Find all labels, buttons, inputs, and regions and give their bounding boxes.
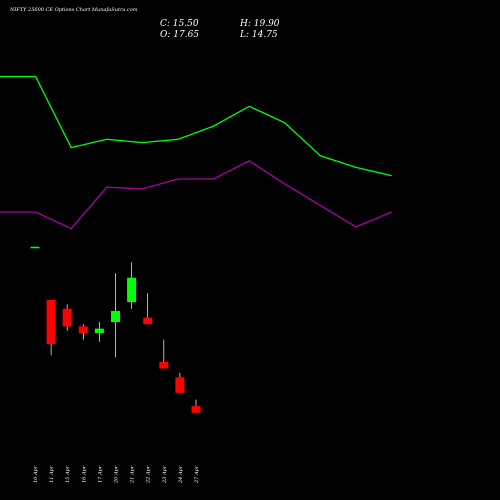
candles-group — [30, 246, 201, 413]
open-value: 17.65 — [173, 30, 199, 40]
x-tick-label: 27 Apr — [194, 465, 200, 484]
candle-body — [62, 308, 72, 327]
candle — [127, 262, 137, 309]
candle — [143, 293, 153, 325]
open-label: O: — [160, 30, 170, 40]
candle-body — [175, 377, 185, 393]
candle — [78, 324, 88, 340]
low-label: L: — [239, 30, 249, 40]
x-tick-label: 16 Apr — [81, 465, 87, 483]
svg-text:H: 19.90: H: 19.90 — [239, 19, 280, 29]
candle — [175, 372, 185, 393]
candle — [111, 273, 120, 358]
candle — [94, 322, 104, 342]
x-tick-label: 23 Apr — [162, 465, 168, 484]
candle-body — [30, 246, 40, 249]
candle — [30, 246, 40, 249]
candle-body — [191, 406, 201, 413]
x-axis-labels: 10 Apr 11 Apr 15 Apr 16 Apr 17 Apr 20 Apr 21 A… — [33, 465, 200, 484]
svg-text:C: 15.50: C: 15.50 — [160, 19, 199, 29]
candle-body — [94, 328, 104, 334]
candle — [191, 399, 201, 413]
high-value: 19.90 — [254, 19, 280, 29]
upper-band-line — [0, 75, 392, 177]
x-tick-label: 24 Apr — [178, 465, 184, 484]
x-tick-label: 10 Apr — [33, 465, 39, 483]
candle — [62, 304, 72, 331]
lower-band-line — [0, 160, 392, 230]
x-tick-label: 11 Apr — [49, 465, 55, 483]
candle — [159, 339, 169, 369]
chart-title: NIFTY 25600 CE Options Chart MunafaSutra… — [9, 7, 138, 13]
candle — [46, 299, 56, 356]
close-label: C: — [160, 19, 170, 29]
close-value: 15.50 — [173, 19, 199, 29]
candle-body — [143, 317, 153, 325]
x-tick-label: 15 Apr — [65, 465, 71, 483]
x-tick-label: 17 Apr — [97, 465, 103, 483]
svg-text:L: 14.75: L: 14.75 — [239, 30, 278, 40]
ohlc-readout: C: 15.50 H: 19.90 O: 17.65 L: 14.75 — [160, 19, 280, 40]
svg-text:O: 17.65: O: 17.65 — [160, 30, 199, 40]
candle-body — [159, 361, 169, 369]
low-value: 14.75 — [252, 30, 278, 40]
candle-body — [111, 310, 120, 322]
candle-body — [127, 277, 137, 303]
x-tick-label: 20 Apr — [114, 465, 120, 484]
x-tick-label: 21 Apr — [130, 465, 136, 484]
high-label: H: — [239, 19, 251, 29]
candle-body — [46, 299, 56, 345]
x-tick-label: 22 Apr — [146, 465, 152, 484]
candle-body — [78, 326, 88, 334]
